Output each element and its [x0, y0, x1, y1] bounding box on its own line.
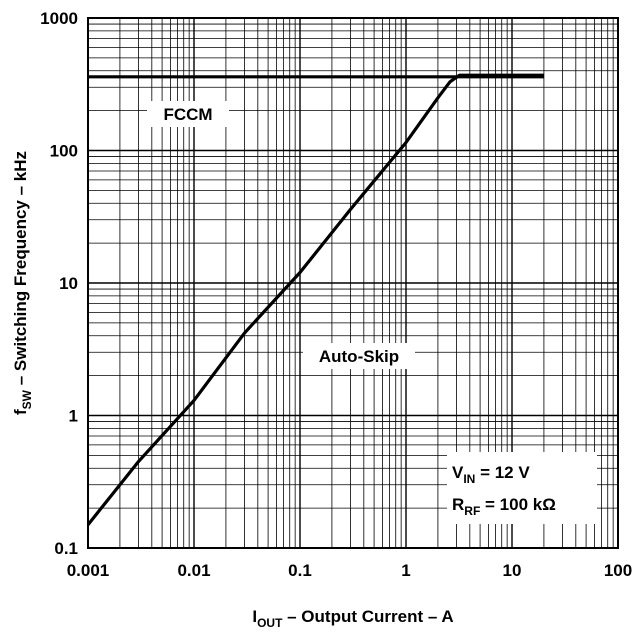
- y-axis-label-main: f: [11, 409, 30, 415]
- vin-annotation: VIN = 12 V: [452, 463, 530, 486]
- vin-main: V: [452, 463, 464, 482]
- vin-sub: IN: [463, 472, 475, 486]
- rrf-rest: = 100 kΩ: [480, 495, 556, 514]
- x-tick-label: 0.01: [177, 561, 210, 580]
- x-axis-label-sub: OUT: [257, 616, 283, 630]
- y-axis-label-sub: SW: [20, 389, 34, 409]
- x-tick-label: 1: [401, 561, 410, 580]
- vin-rest: = 12 V: [475, 463, 530, 482]
- x-axis-label: IOUT – Output Current – A: [252, 607, 453, 630]
- conditions-box: [447, 452, 597, 524]
- x-tick-labels: 0.001 0.01 0.1 1 10 100: [67, 561, 632, 580]
- x-tick-label: 0.1: [288, 561, 312, 580]
- rrf-main: R: [452, 495, 464, 514]
- y-axis-label-rest: – Switching Frequency – kHz: [11, 151, 30, 390]
- y-tick-labels: 0.1 1 10 100 1000: [40, 9, 78, 558]
- y-axis-label: fSW – Switching Frequency – kHz: [11, 151, 34, 415]
- y-tick-label: 0.1: [54, 539, 78, 558]
- x-axis-label-main: I: [252, 607, 257, 626]
- rrf-annotation: RRF = 100 kΩ: [452, 495, 556, 518]
- x-tick-label: 100: [604, 561, 632, 580]
- autoskip-label: Auto-Skip: [319, 347, 399, 366]
- y-tick-label: 10: [59, 274, 78, 293]
- rrf-sub: RF: [464, 504, 480, 518]
- y-tick-label: 1: [69, 407, 78, 426]
- series-layer: [86, 73, 544, 526]
- series-line-auto-skip: [86, 73, 544, 526]
- x-tick-label: 10: [503, 561, 522, 580]
- fccm-label-bg: [147, 101, 229, 127]
- fccm-label: FCCM: [163, 105, 212, 124]
- y-tick-label: 100: [50, 142, 78, 161]
- x-axis-label-rest: – Output Current – A: [282, 607, 453, 626]
- autoskip-label-bg: [303, 343, 415, 369]
- plot-frame: [87, 17, 619, 549]
- y-tick-label: 1000: [40, 9, 78, 28]
- x-tick-label: 0.001: [67, 561, 110, 580]
